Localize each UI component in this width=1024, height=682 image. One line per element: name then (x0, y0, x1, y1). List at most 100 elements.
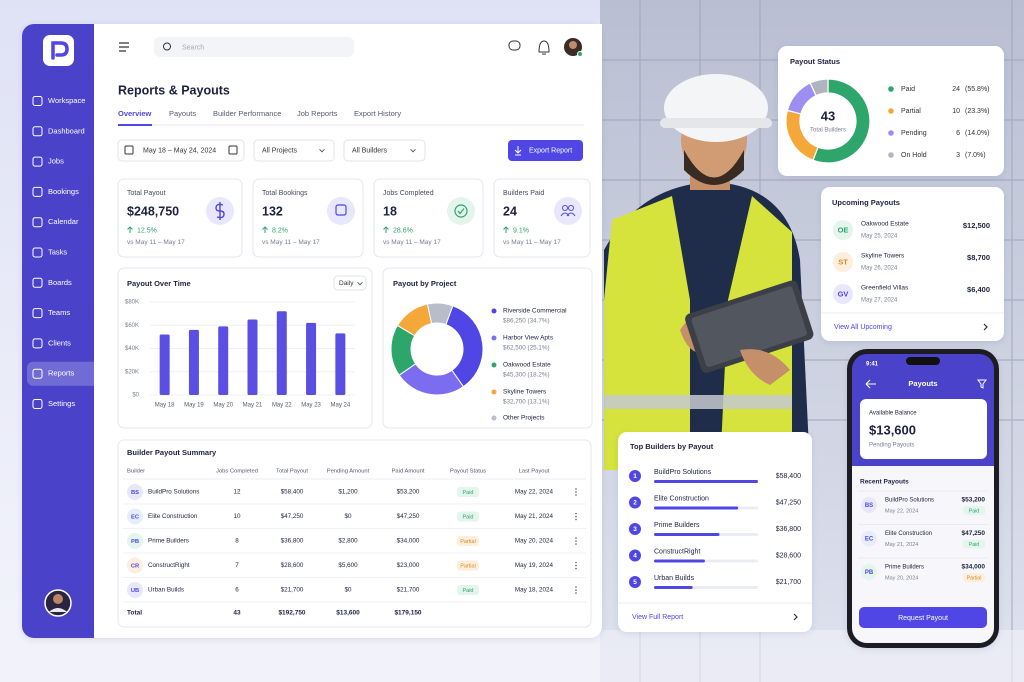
period-dropdown[interactable] (333, 275, 367, 291)
column-header: Jobs Completed (216, 469, 258, 475)
kpi-period: vs May 11 – May 17 (262, 239, 320, 246)
status-label: Paid (969, 542, 979, 548)
dropdown-label[interactable]: All Builders (352, 147, 388, 154)
status-pill (457, 536, 479, 546)
view-full-report-link[interactable]: View Full Report (632, 614, 683, 621)
nav-item[interactable]: Reports (48, 369, 75, 378)
status-pill (457, 585, 479, 595)
nav-item[interactable]: Jobs (48, 157, 64, 166)
legend-count: 6 (956, 130, 960, 137)
date-filter[interactable] (117, 139, 245, 162)
donut-slice (812, 78, 871, 164)
search-box[interactable] (154, 37, 354, 57)
legend-count: 10 (952, 108, 960, 115)
tab[interactable]: Builder Performance (213, 109, 281, 118)
chart-title: Top Builders by Payout (630, 442, 714, 451)
nav-item[interactable]: Workspace (48, 96, 85, 105)
project-date: May 25, 2024 (861, 234, 898, 240)
total-cell: $13,600 (336, 610, 360, 617)
last-payout: May 21, 2024 (515, 513, 554, 520)
cell: $21,700 (397, 587, 420, 594)
status-label: Partial (460, 539, 476, 545)
nav-item[interactable]: Settings (48, 399, 75, 408)
logo (43, 35, 74, 66)
dropdown[interactable] (343, 139, 426, 162)
period-dropdown-label[interactable]: Daily (339, 280, 354, 287)
cell: $47,250 (397, 513, 420, 520)
kpi-change: 9.1% (513, 227, 529, 234)
legend-dot (888, 86, 894, 92)
donut-slice (809, 78, 829, 97)
cell: $5,600 (338, 562, 358, 569)
export-button[interactable] (508, 140, 583, 161)
tab[interactable]: Overview (118, 109, 152, 118)
status-pill (963, 506, 985, 515)
nav-item[interactable]: Bookings (48, 187, 79, 196)
date-range[interactable]: May 18 – May 24, 2024 (143, 147, 216, 154)
legend-count: 3 (956, 152, 960, 159)
request-payout-label[interactable]: Request Payout (898, 615, 948, 622)
export-button-label[interactable]: Export Report (529, 147, 572, 154)
y-tick-label: $40K (125, 346, 139, 352)
nav-item[interactable]: Boards (48, 278, 72, 287)
dropdown-label[interactable]: All Projects (262, 147, 298, 154)
legend-label: Pending (901, 130, 927, 137)
rank-badge (629, 523, 641, 535)
nav-item[interactable]: Teams (48, 308, 70, 317)
kpi-label: Jobs Completed (383, 190, 434, 197)
view-all-link[interactable]: View All Upcoming (834, 324, 892, 331)
bar-value-label: $21,700 (776, 579, 801, 586)
filter-icon (977, 379, 987, 389)
phone-content-top (852, 466, 994, 486)
tab[interactable]: Job Reports (297, 109, 338, 118)
kpi-change: 28.6% (393, 227, 413, 234)
last-payout: May 20, 2024 (515, 538, 554, 545)
builder-name: Elite Construction (148, 513, 198, 520)
phone-content (852, 466, 994, 643)
trend-arrow (127, 226, 133, 233)
x-tick-label: May 18 (155, 403, 175, 409)
nav-item[interactable]: Calendar (48, 217, 79, 226)
kpi-value: 24 (503, 204, 517, 218)
nav-item[interactable]: Clients (48, 338, 71, 347)
y-tick-label: $20K (125, 369, 139, 375)
kpi-icon (560, 212, 576, 217)
payout-initials: EC (865, 537, 874, 543)
legend-dot (888, 152, 894, 158)
request-payout-button[interactable] (859, 607, 987, 628)
nav-item[interactable]: Tasks (48, 247, 67, 256)
legend-percent: (7.0%) (965, 152, 986, 159)
column-header: Last Payout (519, 469, 550, 475)
cell: $36,800 (281, 538, 304, 545)
status-label: Paid (969, 508, 979, 514)
payout-avatar (861, 564, 877, 580)
search-placeholder[interactable]: Search (182, 44, 204, 51)
rank-badge (629, 496, 641, 509)
kpi-icon-bg (447, 197, 475, 225)
dropdown[interactable] (253, 139, 335, 162)
legend-value: $32,700 (13.1%) (503, 399, 550, 406)
cell: $58,400 (281, 489, 304, 496)
builder-name: ConstructRight (148, 562, 190, 569)
kpi-period: vs May 11 – May 17 (383, 239, 441, 246)
status-pill (457, 560, 479, 571)
nav-icon (32, 217, 43, 228)
kpi-icon (335, 204, 347, 216)
sidebar-edge (80, 24, 94, 638)
tab[interactable]: Export History (354, 109, 401, 118)
status-label: Paid (462, 588, 473, 594)
payout-date: May 20, 2024 (885, 575, 918, 581)
trend-arrow (383, 226, 389, 233)
cell: $21,700 (281, 587, 304, 594)
bar (654, 506, 739, 510)
builder-name: Prime Builders (654, 522, 700, 529)
row-menu (575, 564, 577, 567)
tab[interactable]: Payouts (169, 109, 196, 118)
bar (654, 533, 720, 536)
legend-count: 24 (952, 86, 960, 93)
builder-initials: PB (131, 539, 139, 545)
nav-item[interactable]: Dashboard (48, 126, 85, 135)
row-menu (575, 512, 577, 515)
calendar-icon (124, 145, 134, 155)
